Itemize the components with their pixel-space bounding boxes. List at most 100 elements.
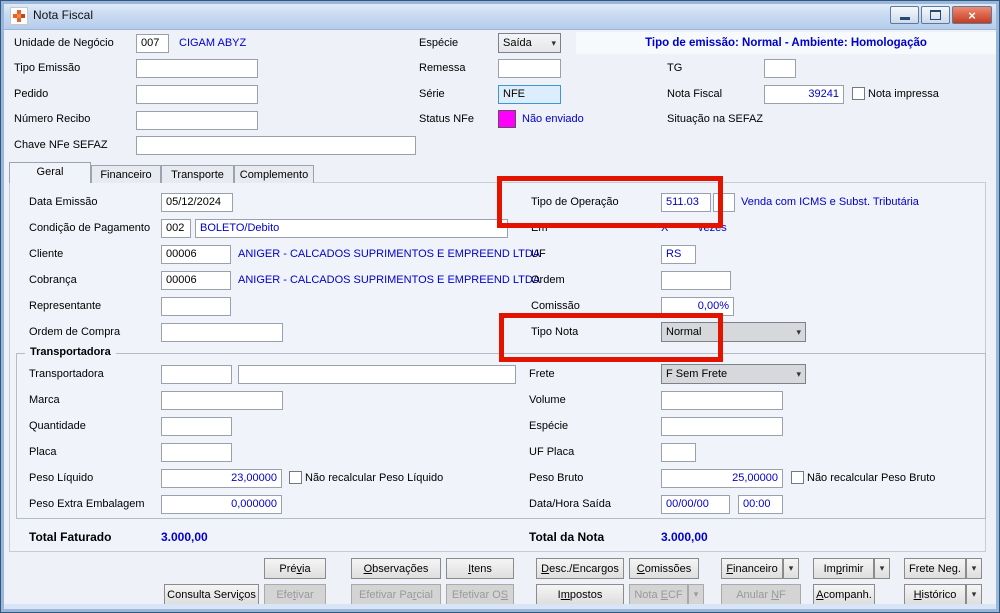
- consulta-servicos-button[interactable]: Consulta Serviços: [164, 584, 259, 605]
- remessa-label: Remessa: [419, 62, 466, 74]
- previa-button[interactable]: Prévia: [264, 558, 326, 579]
- cobranca-code-field[interactable]: 00006: [161, 271, 231, 290]
- nao-recalcular-peso-liquido-checkbox[interactable]: [289, 471, 302, 484]
- desc-encargos-button[interactable]: Desc./Encargos: [536, 558, 624, 579]
- tab-financeiro[interactable]: Financeiro: [91, 165, 161, 183]
- situacao-sefaz-label: Situação na SEFAZ: [667, 113, 763, 125]
- frete-neg-dropdown-arrow[interactable]: [966, 558, 982, 579]
- marca-field[interactable]: [161, 391, 283, 410]
- serie-label: Série: [419, 88, 445, 100]
- ordem-field[interactable]: [661, 271, 731, 290]
- hora-saida-field[interactable]: 00:00: [738, 495, 783, 514]
- frete-neg-button[interactable]: Frete Neg.: [904, 558, 966, 579]
- titlebar: Nota Fiscal ×: [1, 1, 999, 30]
- quantidade-field[interactable]: [161, 417, 232, 436]
- uf-field[interactable]: RS: [661, 245, 696, 264]
- tab-geral[interactable]: Geral: [9, 162, 91, 183]
- numero-recibo-field[interactable]: [136, 111, 258, 130]
- tab-transporte[interactable]: Transporte: [161, 165, 234, 183]
- financeiro-dropdown-arrow[interactable]: [783, 558, 799, 579]
- serie-field[interactable]: NFE: [498, 85, 561, 104]
- transportadora-name-field[interactable]: [238, 365, 516, 384]
- total-faturado-label: Total Faturado: [29, 530, 112, 544]
- unidade-negocio-label: Unidade de Negócio: [14, 37, 114, 49]
- bottom-strip: [4, 604, 996, 609]
- minimize-icon: [899, 17, 910, 20]
- chevron-down-icon: [796, 326, 801, 338]
- historico-button[interactable]: Histórico: [904, 584, 966, 605]
- tg-field[interactable]: [764, 59, 796, 78]
- volume-field[interactable]: [661, 391, 783, 410]
- data-hora-saida-label: Data/Hora Saída: [529, 498, 611, 510]
- tipo-nota-value: Normal: [666, 326, 702, 338]
- peso-bruto-field[interactable]: 25,00000: [661, 469, 783, 488]
- chevron-down-icon: [551, 37, 556, 49]
- nao-recalcular-peso-bruto-checkbox[interactable]: [791, 471, 804, 484]
- condicao-pagamento-code-field[interactable]: 002: [161, 219, 191, 238]
- tipo-nota-label: Tipo Nota: [531, 326, 579, 338]
- efetivar-parcial-button[interactable]: Efetivar Parcial: [351, 584, 441, 605]
- chevron-down-icon: [796, 368, 801, 380]
- efetivar-button[interactable]: Efetivar: [264, 584, 326, 605]
- ordem-compra-field[interactable]: [161, 323, 283, 342]
- efetivar-os-button[interactable]: Efetivar OS: [446, 584, 514, 605]
- especie-transporte-field[interactable]: [661, 417, 783, 436]
- remessa-field[interactable]: [498, 59, 561, 78]
- tipo-operacao-extra-field[interactable]: [713, 193, 735, 212]
- especie-select[interactable]: Saída: [498, 33, 561, 53]
- peso-extra-field[interactable]: 0,000000: [161, 495, 282, 514]
- acompanh-button[interactable]: Acompanh.: [813, 584, 875, 605]
- frete-value: F Sem Frete: [666, 368, 728, 380]
- data-emissao-field[interactable]: 05/12/2024: [161, 193, 233, 212]
- cobranca-label: Cobrança: [29, 274, 77, 286]
- nao-recalcular-peso-bruto-label: Não recalcular Peso Bruto: [807, 472, 936, 484]
- unidade-negocio-field[interactable]: 007: [136, 34, 169, 53]
- tipo-nota-select[interactable]: Normal: [661, 322, 806, 342]
- frete-select[interactable]: F Sem Frete: [661, 364, 806, 384]
- em-x-value: X: [661, 222, 669, 234]
- itens-button[interactable]: Itens: [446, 558, 514, 579]
- comissoes-button[interactable]: Comissões: [629, 558, 699, 579]
- chave-nfe-field[interactable]: [136, 136, 416, 155]
- nota-ecf-button[interactable]: Nota ECF: [629, 584, 688, 605]
- cliente-label: Cliente: [29, 248, 64, 260]
- emission-banner: Tipo de emissão: Normal - Ambiente: Homo…: [576, 32, 996, 54]
- impostos-button[interactable]: Impostos: [536, 584, 624, 605]
- em-vezes-label: vezes: [698, 222, 727, 234]
- especie-value: Saída: [503, 37, 532, 49]
- placa-field[interactable]: [161, 443, 232, 462]
- comissao-field[interactable]: 0,00%: [661, 297, 734, 316]
- cliente-code-field[interactable]: 00006: [161, 245, 231, 264]
- total-da-nota-value: 3.000,00: [661, 530, 708, 544]
- imprimir-button[interactable]: Imprimir: [813, 558, 874, 579]
- placa-label: Placa: [29, 446, 57, 458]
- anular-nf-button[interactable]: Anular NF: [721, 584, 801, 605]
- condicao-pagamento-desc-field[interactable]: BOLETO/Debito: [195, 219, 508, 238]
- observacoes-button[interactable]: Observações: [351, 558, 441, 579]
- pedido-field[interactable]: [136, 85, 258, 104]
- maximize-button[interactable]: [921, 6, 950, 24]
- minimize-button[interactable]: [890, 6, 919, 24]
- tipo-operacao-label: Tipo de Operação: [531, 196, 619, 208]
- historico-dropdown-arrow[interactable]: [966, 584, 982, 605]
- peso-bruto-label: Peso Bruto: [529, 472, 584, 484]
- nota-impressa-checkbox[interactable]: [852, 87, 865, 100]
- imprimir-dropdown-arrow[interactable]: [874, 558, 890, 579]
- transportadora-code-field[interactable]: [161, 365, 232, 384]
- tipo-emissao-field[interactable]: [136, 59, 258, 78]
- nota-ecf-dropdown-arrow[interactable]: [688, 584, 704, 605]
- status-nfe-label: Status NFe: [419, 113, 475, 125]
- status-nfe-value: Não enviado: [522, 113, 584, 125]
- tipo-operacao-field[interactable]: 511.03: [661, 193, 711, 212]
- peso-liquido-label: Peso Líquido: [29, 472, 94, 484]
- nota-impressa-label: Nota impressa: [868, 88, 939, 100]
- close-button[interactable]: ×: [952, 6, 992, 24]
- data-saida-field[interactable]: 00/00/00: [661, 495, 730, 514]
- tab-complemento[interactable]: Complemento: [234, 165, 314, 183]
- financeiro-button[interactable]: Financeiro: [721, 558, 783, 579]
- numero-recibo-label: Número Recibo: [14, 113, 91, 125]
- peso-liquido-field[interactable]: 23,00000: [161, 469, 282, 488]
- nota-fiscal-field[interactable]: 39241: [764, 85, 844, 104]
- uf-placa-field[interactable]: [661, 443, 696, 462]
- representante-field[interactable]: [161, 297, 231, 316]
